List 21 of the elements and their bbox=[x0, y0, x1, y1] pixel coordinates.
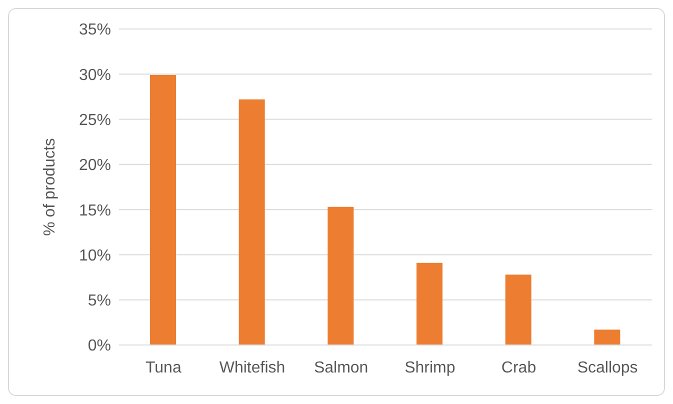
x-tick-label: Tuna bbox=[145, 359, 182, 376]
y-tick-label: 15% bbox=[78, 202, 111, 220]
x-tick-label: Crab bbox=[501, 359, 536, 376]
bar bbox=[238, 99, 265, 345]
y-tick-label: 0% bbox=[88, 338, 111, 355]
y-tick-label: 30% bbox=[78, 66, 111, 84]
bar bbox=[416, 262, 442, 345]
y-tick-label: 35% bbox=[78, 22, 111, 39]
x-tick-label: Scallops bbox=[577, 359, 638, 376]
bar bbox=[594, 330, 620, 345]
y-tick-label: 20% bbox=[78, 157, 111, 174]
bar bbox=[328, 206, 354, 345]
bar bbox=[505, 274, 532, 345]
y-tick-label: 5% bbox=[88, 292, 111, 310]
x-tick-label: Shrimp bbox=[404, 359, 456, 376]
x-tick-label: Salmon bbox=[314, 359, 368, 376]
bar bbox=[150, 75, 176, 345]
y-tick-label: 25% bbox=[78, 112, 111, 129]
y-axis-title: % of products bbox=[42, 138, 59, 236]
x-tick-label: Whitefish bbox=[219, 359, 286, 376]
y-tick-label: 10% bbox=[78, 247, 111, 264]
